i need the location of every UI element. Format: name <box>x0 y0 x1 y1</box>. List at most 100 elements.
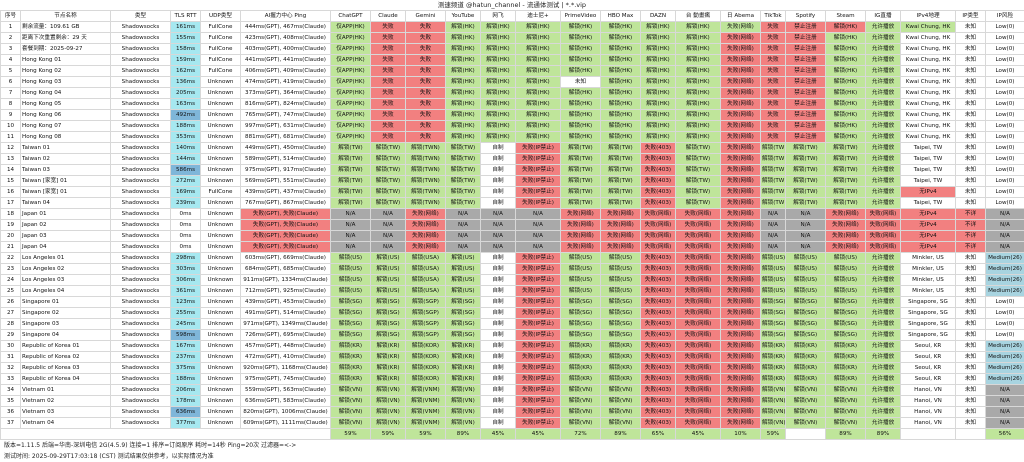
table-cell: 403ms(GPT), 400ms(Claude) <box>241 44 331 55</box>
table-cell: 解锁(HK) <box>516 121 561 132</box>
table-cell: 失败(网络) <box>721 264 761 275</box>
table-cell: 失败 <box>406 110 446 121</box>
table-cell: 失败(IP禁止) <box>516 341 561 352</box>
table-cell: 解锁(HK) <box>676 44 721 55</box>
table-cell: 441ms(GPT), 441ms(Claude) <box>241 55 331 66</box>
table-cell: 25 <box>1 286 21 297</box>
table-cell: 6 <box>1 77 21 88</box>
table-cell: 920ms(GPT), 1168ms(Claude) <box>241 363 331 374</box>
table-cell: 失败(网络) <box>721 66 761 77</box>
column-header: HBO Max <box>601 11 641 22</box>
table-cell: FullCone <box>201 33 241 44</box>
table-cell: Seoul, KR <box>901 363 956 374</box>
table-cell: 解锁(TW) <box>676 154 721 165</box>
table-cell: Low(0) <box>986 154 1024 165</box>
table-cell: 未知 <box>561 77 601 88</box>
table-cell: 失败(IP禁止) <box>516 396 561 407</box>
table-cell: 解锁(TW) <box>331 198 371 209</box>
table-cell: Japan 04 <box>21 242 111 253</box>
table-cell: 解锁(VN) <box>761 385 786 396</box>
table-cell: 解锁(HK) <box>601 88 641 99</box>
table-cell: 28 <box>1 319 21 330</box>
table-cell: 失败(网络) <box>721 55 761 66</box>
table-cell: Kwai Chung, HK <box>901 88 956 99</box>
table-cell: Low(0) <box>986 121 1024 132</box>
table-cell: 353ms <box>171 132 201 143</box>
table-cell: 解锁(KR) <box>331 341 371 352</box>
table-cell: 解锁(VN) <box>786 418 826 429</box>
table-cell: 解锁(HK) <box>641 55 676 66</box>
table-cell: FullCone <box>201 187 241 198</box>
table-cell: N/A <box>986 220 1024 231</box>
table-cell: 允许播放 <box>866 143 901 154</box>
table-cell: 解锁(VN) <box>371 396 406 407</box>
table-cell: 解锁(VN) <box>371 385 406 396</box>
table-cell: 失败(IP禁止) <box>516 363 561 374</box>
table-cell: 解锁(HK) <box>446 55 481 66</box>
table-cell: 解锁(HK) <box>676 66 721 77</box>
table-cell: N/A <box>371 220 406 231</box>
table-cell: 37 <box>1 418 21 429</box>
table-cell: N/A <box>986 231 1024 242</box>
table-cell: 解锁(TW) <box>786 198 826 209</box>
table-cell: N/A <box>446 209 481 220</box>
table-cell: 允许播放 <box>866 176 901 187</box>
table-cell: 解锁(US) <box>761 253 786 264</box>
table-cell: 767ms(GPT), 867ms(Claude) <box>241 198 331 209</box>
table-cell: 解锁(US) <box>371 286 406 297</box>
table-cell: Shadowsocks <box>111 319 171 330</box>
table-cell: Low(0) <box>986 77 1024 88</box>
table-cell: 失败(GPT), 失败(Claude) <box>241 231 331 242</box>
table-cell: N/A <box>446 242 481 253</box>
table-cell: Singapore 04 <box>21 330 111 341</box>
table-cell: Unknown <box>201 363 241 374</box>
table-cell: 仅APP(HK) <box>331 55 371 66</box>
table-cell: 解锁(US) <box>446 264 481 275</box>
table-cell: 解锁(TW) <box>761 143 786 154</box>
table-cell: 失败 <box>406 33 446 44</box>
table-cell: 允许播放 <box>866 264 901 275</box>
table-cell: 569ms(GPT), 551ms(Claude) <box>241 176 331 187</box>
table-cell: 解锁(KR) <box>446 341 481 352</box>
table-cell: 解锁(KR) <box>826 363 866 374</box>
column-header: UDP类型 <box>201 11 241 22</box>
table-cell: 解锁(US) <box>371 253 406 264</box>
table-cell: 188ms <box>171 374 201 385</box>
table-cell: 解锁(KR) <box>446 374 481 385</box>
table-cell: 失败(网络) <box>676 209 721 220</box>
table-cell: 解锁(HK) <box>601 33 641 44</box>
table-cell: Singapore 01 <box>21 297 111 308</box>
table-cell: 失败(网络) <box>721 77 761 88</box>
table-cell: 解锁(HK) <box>561 121 601 132</box>
table-cell: 自制 <box>481 187 516 198</box>
table-cell: 解锁(HK) <box>826 132 866 143</box>
table-cell: 解锁(HK) <box>446 110 481 121</box>
table-cell: 298ms <box>171 253 201 264</box>
table-cell: 允许播放 <box>866 407 901 418</box>
table-cell: 不详 <box>956 231 986 242</box>
column-header: 网飞 <box>481 11 516 22</box>
column-header: TLS RTT <box>171 11 201 22</box>
table-cell: 失败(网络) <box>601 209 641 220</box>
table-cell: Shadowsocks <box>111 132 171 143</box>
table-cell: 解锁(SG) <box>786 308 826 319</box>
table-cell: 未知 <box>956 407 986 418</box>
table-cell: 解锁(HK) <box>516 22 561 33</box>
footer-line: 测试时间: 2025-09-29T17:03:18 (CST) 测试结果仅供参考… <box>0 451 1024 462</box>
table-cell: 未知 <box>956 341 986 352</box>
table-cell: 解锁(TW) <box>826 154 866 165</box>
table-cell: 剩余流量：109.61 GB <box>21 22 111 33</box>
table-cell: 解锁(TWN) <box>406 154 446 165</box>
table-cell: 444ms(GPT), 467ms(Claude) <box>241 22 331 33</box>
table-cell: 解锁(SG) <box>826 297 866 308</box>
table-cell: 未知 <box>956 66 986 77</box>
table-cell: Shadowsocks <box>111 396 171 407</box>
table-cell: N/A <box>761 231 786 242</box>
table-cell: 失败(网络) <box>826 231 866 242</box>
table-cell: 19 <box>1 220 21 231</box>
table-cell: 解锁(TW) <box>761 187 786 198</box>
table-cell: 解锁(KR) <box>371 363 406 374</box>
